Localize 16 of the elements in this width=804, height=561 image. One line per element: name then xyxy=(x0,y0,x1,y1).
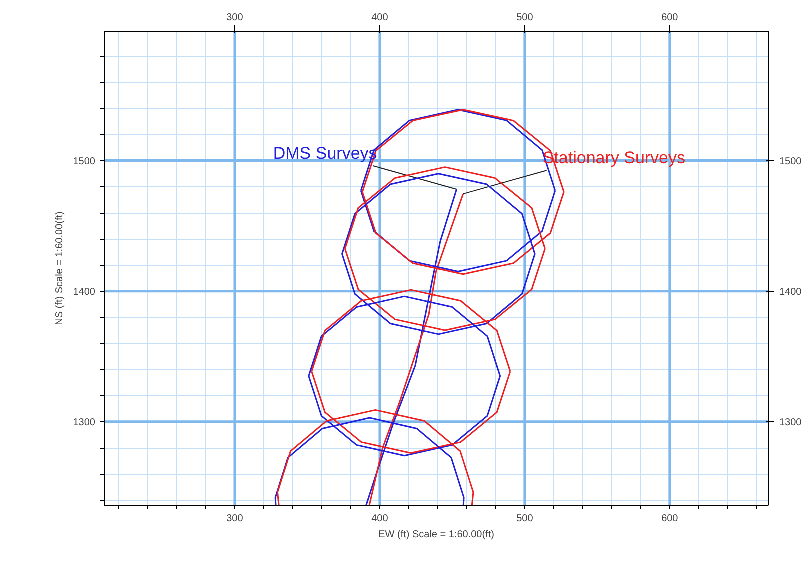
y2-tick-label: 1500 xyxy=(780,156,802,168)
x-axis-title: EW (ft) Scale = 1:60.00(ft) xyxy=(378,530,494,540)
y-tick-label: 1300 xyxy=(73,417,96,428)
x-tick-label: 400 xyxy=(372,514,389,524)
y2-tick-label: 1400 xyxy=(780,286,802,298)
y-tick-label: 1500 xyxy=(73,156,96,168)
x-tick-label: 600 xyxy=(662,514,679,524)
x-tick-label: 500 xyxy=(516,514,534,524)
x2-tick-label: 500 xyxy=(516,12,534,24)
x2-tick-label: 400 xyxy=(372,12,389,24)
y2-tick-label: 1300 xyxy=(780,417,802,428)
y-tick-label: 1400 xyxy=(73,286,96,298)
y-axis-title: NS (ft) Scale = 1:60.00(ft) xyxy=(54,212,66,326)
x2-tick-label: 300 xyxy=(226,12,244,24)
x2-tick-label: 600 xyxy=(662,12,679,24)
x-tick-label: 300 xyxy=(226,514,244,524)
